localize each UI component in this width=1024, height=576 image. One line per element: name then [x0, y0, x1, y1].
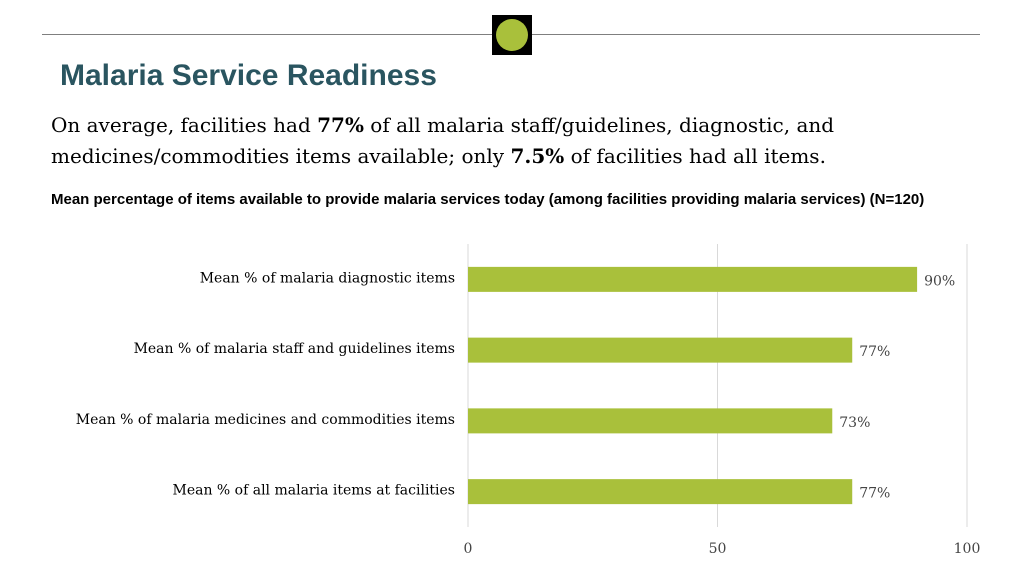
data-label: 90% [924, 273, 955, 289]
data-label: 73% [839, 415, 870, 431]
page-title: Malaria Service Readiness [60, 59, 437, 92]
bar [468, 479, 853, 505]
category-label: Mean % of malaria medicines and commodit… [76, 412, 455, 428]
data-label: 77% [859, 344, 890, 360]
category-label: Mean % of malaria staff and guidelines i… [134, 341, 455, 357]
x-tick-label: 50 [709, 541, 727, 557]
logo [492, 15, 532, 55]
chart-title: Mean percentage of items available to pr… [51, 191, 925, 208]
summary-part-2: of all malaria staff/guidelines, diagnos… [51, 113, 835, 168]
category-label: Mean % of malaria diagnostic items [200, 270, 455, 286]
summary-highlight-average: 77% [317, 113, 364, 137]
data-label: 77% [859, 486, 890, 502]
circle-logo-icon [496, 19, 528, 51]
bar [468, 266, 918, 292]
bar [468, 337, 853, 363]
summary-text: On average, facilities had 77% of all ma… [51, 110, 981, 172]
x-tick-label: 0 [464, 541, 473, 557]
summary-part-3: of facilities had all items. [564, 144, 826, 168]
x-tick-label: 100 [954, 541, 981, 557]
bar [468, 408, 833, 434]
category-label: Mean % of all malaria items at facilitie… [172, 483, 455, 499]
summary-highlight-all-items: 7.5% [510, 144, 565, 168]
summary-part-1: On average, facilities had [51, 113, 318, 137]
